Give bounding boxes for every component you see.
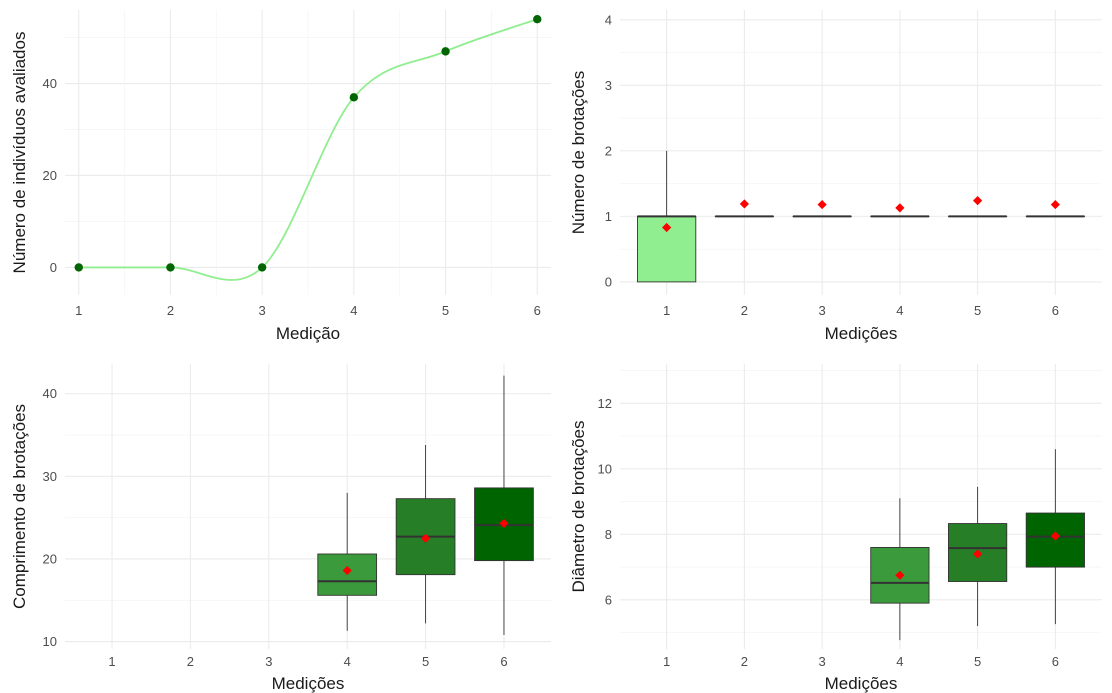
x-tick-label: 4 [896, 303, 903, 318]
y-tick-label: 10 [43, 634, 57, 649]
y-axis-title: Diâmetro de brotações [569, 421, 588, 593]
y-tick-label: 0 [605, 274, 612, 289]
x-axis-title: Medições [825, 324, 898, 343]
x-tick-label: 3 [259, 303, 266, 318]
grid [65, 10, 551, 295]
x-tick-label: 3 [265, 654, 272, 669]
data-point [441, 47, 450, 56]
x-tick-label: 6 [1052, 303, 1059, 318]
x-tick-label: 1 [663, 654, 670, 669]
y-tick-label: 20 [43, 551, 57, 566]
x-tick-label: 2 [167, 303, 174, 318]
y-axis-title: Número de indivíduos avaliados [10, 32, 29, 274]
y-tick-label: 10 [598, 461, 612, 476]
x-tick-label: 6 [500, 654, 507, 669]
box-2 [714, 199, 774, 218]
y-tick-label: 12 [598, 396, 612, 411]
x-tick-label: 5 [974, 303, 981, 318]
mean-marker [739, 199, 749, 209]
x-tick-label: 5 [422, 654, 429, 669]
y-tick-label: 3 [605, 78, 612, 93]
chart-panel-1: 0 20 40 1 2 3 4 5 6 Medição Número de indivíduos a… [10, 10, 551, 343]
y-tick-label: 20 [43, 168, 57, 183]
box-4 [870, 203, 930, 218]
x-tick-label: 1 [75, 303, 82, 318]
x-axis-title: Medições [825, 674, 898, 693]
y-tick-label: 30 [43, 469, 57, 484]
x-tick-label: 1 [108, 654, 115, 669]
x-axis-title: Medições [272, 674, 345, 693]
x-axis-title: Medição [276, 324, 340, 343]
box-5 [948, 486, 1008, 627]
y-tick-label: 4 [605, 12, 612, 27]
box-3 [792, 199, 852, 218]
box-4 [870, 498, 930, 641]
box-1 [637, 150, 697, 283]
x-tick-label: 4 [350, 303, 357, 318]
mean-marker [973, 196, 983, 206]
mean-marker [342, 565, 352, 576]
y-tick-label: 1 [605, 209, 612, 224]
data-point [166, 263, 175, 272]
box-6 [1025, 449, 1085, 625]
box-6 [1025, 199, 1085, 218]
grid [620, 10, 1102, 295]
x-tick-label: 4 [344, 654, 351, 669]
data-point [257, 263, 267, 272]
x-tick-label: 6 [1052, 654, 1059, 669]
mean-marker [662, 222, 672, 233]
x-tick-label: 2 [741, 303, 748, 318]
x-tick-label: 5 [442, 303, 449, 318]
box-5 [395, 444, 456, 624]
x-tick-label: 3 [819, 654, 826, 669]
mean-marker [895, 203, 905, 213]
mean-marker [420, 533, 431, 543]
x-tick-label: 1 [663, 303, 670, 318]
y-axis-title: Número de brotações [569, 71, 588, 234]
box-6 [474, 375, 534, 635]
box-4 [317, 492, 378, 631]
box-5 [948, 196, 1008, 218]
mean-marker [895, 570, 905, 580]
y-axis-title: Comprimento de brotações [10, 404, 29, 609]
mean-marker [1050, 531, 1060, 541]
y-tick-label: 2 [605, 143, 612, 158]
grid [620, 364, 1102, 649]
mean-marker [973, 549, 983, 559]
x-tick-label: 2 [741, 654, 748, 669]
chart-panel-3: 10 20 30 40 1 2 3 4 5 6 Medições Comprimento de bro… [10, 364, 551, 693]
y-tick-label: 8 [605, 527, 612, 542]
y-tick-label: 40 [43, 386, 57, 401]
data-point [74, 263, 83, 272]
mean-marker [817, 199, 827, 210]
y-tick-label: 40 [43, 76, 57, 91]
x-tick-label: 2 [187, 654, 194, 669]
y-tick-label: 0 [50, 260, 57, 275]
mean-marker [1050, 199, 1060, 210]
data-point [533, 14, 542, 24]
x-tick-label: 6 [534, 303, 541, 318]
y-tick-label: 6 [605, 592, 612, 607]
x-tick-label: 5 [974, 654, 981, 669]
x-tick-label: 3 [819, 303, 826, 318]
data-point [349, 93, 359, 102]
chart-panel-2: 0 1 2 3 4 1 2 3 4 5 6 Medições Número de brotações [569, 10, 1102, 343]
mean-marker [499, 518, 509, 529]
x-tick-label: 4 [896, 654, 903, 669]
